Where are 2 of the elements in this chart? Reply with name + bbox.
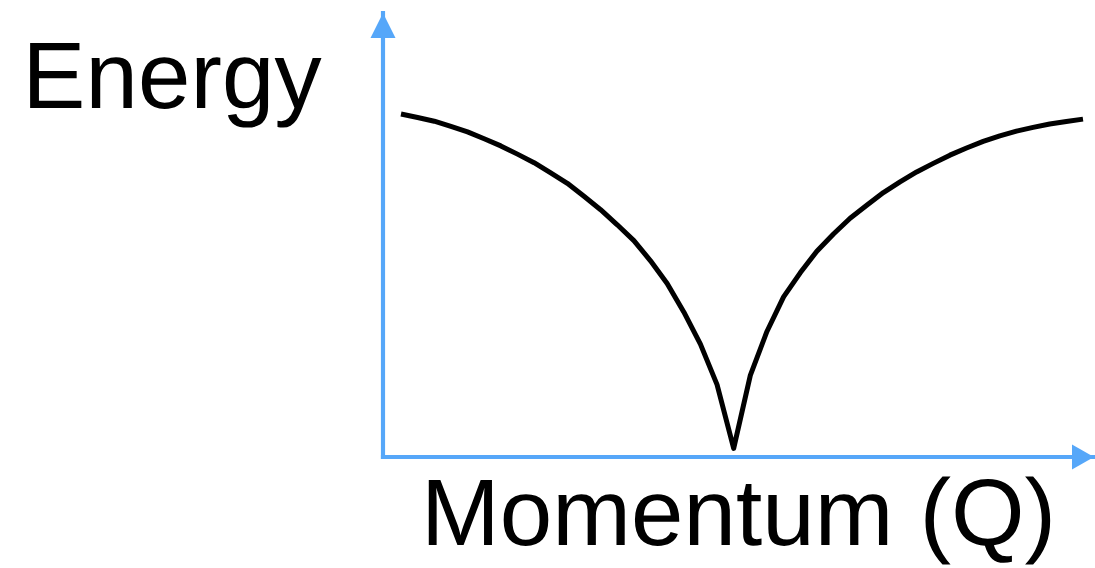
y-axis-title: Energy (30, 43, 322, 128)
x-axis-title: Momentum (Q) (428, 476, 1051, 565)
